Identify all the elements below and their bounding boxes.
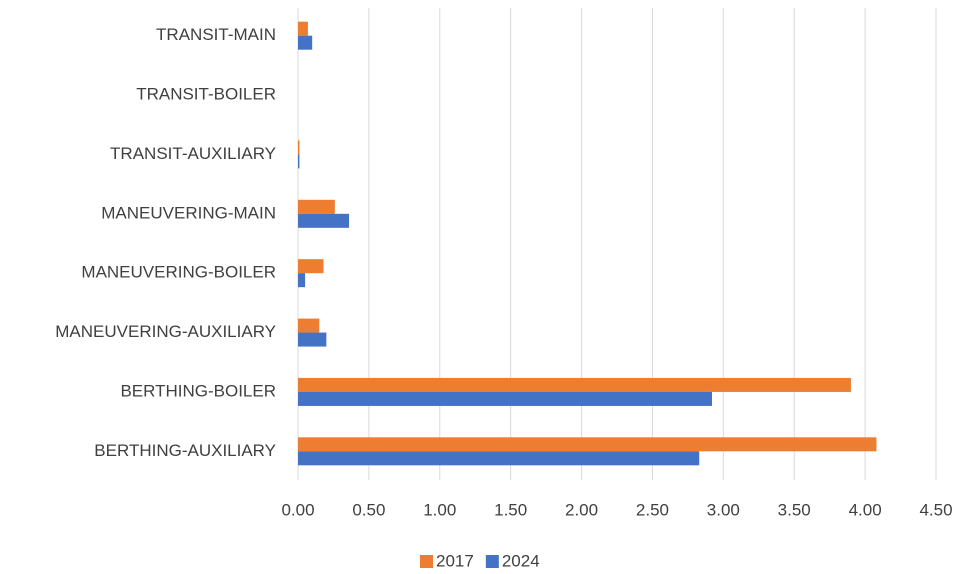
x-tick-label: 1.50 xyxy=(494,500,527,519)
bar xyxy=(298,391,712,406)
bar xyxy=(298,437,877,452)
x-tick-label: 3.00 xyxy=(707,500,740,519)
y-tick-label: MANEUVERING-MAIN xyxy=(101,203,276,222)
bar xyxy=(298,332,327,347)
bar xyxy=(298,213,350,228)
bar xyxy=(298,451,700,466)
y-tick-label: BERTHING-BOILER xyxy=(120,381,276,400)
legend-swatch xyxy=(420,555,433,568)
y-tick-label: MANEUVERING-BOILER xyxy=(81,263,276,282)
bar xyxy=(298,21,308,36)
x-tick-label: 4.50 xyxy=(919,500,952,519)
y-tick-label: BERTHING-AUXILIARY xyxy=(94,441,276,460)
y-tick-label: TRANSIT-AUXILIARY xyxy=(110,144,276,163)
x-tick-label: 0.00 xyxy=(281,500,314,519)
bar xyxy=(298,35,313,50)
y-tick-label: TRANSIT-BOILER xyxy=(136,85,276,104)
bar xyxy=(298,154,300,169)
x-tick-label: 4.00 xyxy=(849,500,882,519)
legend-label: 2017 xyxy=(436,551,474,570)
y-tick-label: MANEUVERING-AUXILIARY xyxy=(55,322,276,341)
bar xyxy=(298,318,320,333)
x-tick-label: 2.00 xyxy=(565,500,598,519)
y-tick-label: TRANSIT-MAIN xyxy=(156,25,276,44)
x-tick-label: 2.50 xyxy=(636,500,669,519)
legend-label: 2024 xyxy=(502,551,540,570)
bar xyxy=(298,273,306,288)
x-tick-label: 1.00 xyxy=(423,500,456,519)
legend-swatch xyxy=(485,555,499,568)
x-tick-label: 3.50 xyxy=(778,500,811,519)
bar xyxy=(298,377,851,392)
bar xyxy=(298,259,324,274)
x-tick-label: 0.50 xyxy=(352,500,385,519)
bar xyxy=(298,199,335,214)
bar xyxy=(298,140,300,155)
